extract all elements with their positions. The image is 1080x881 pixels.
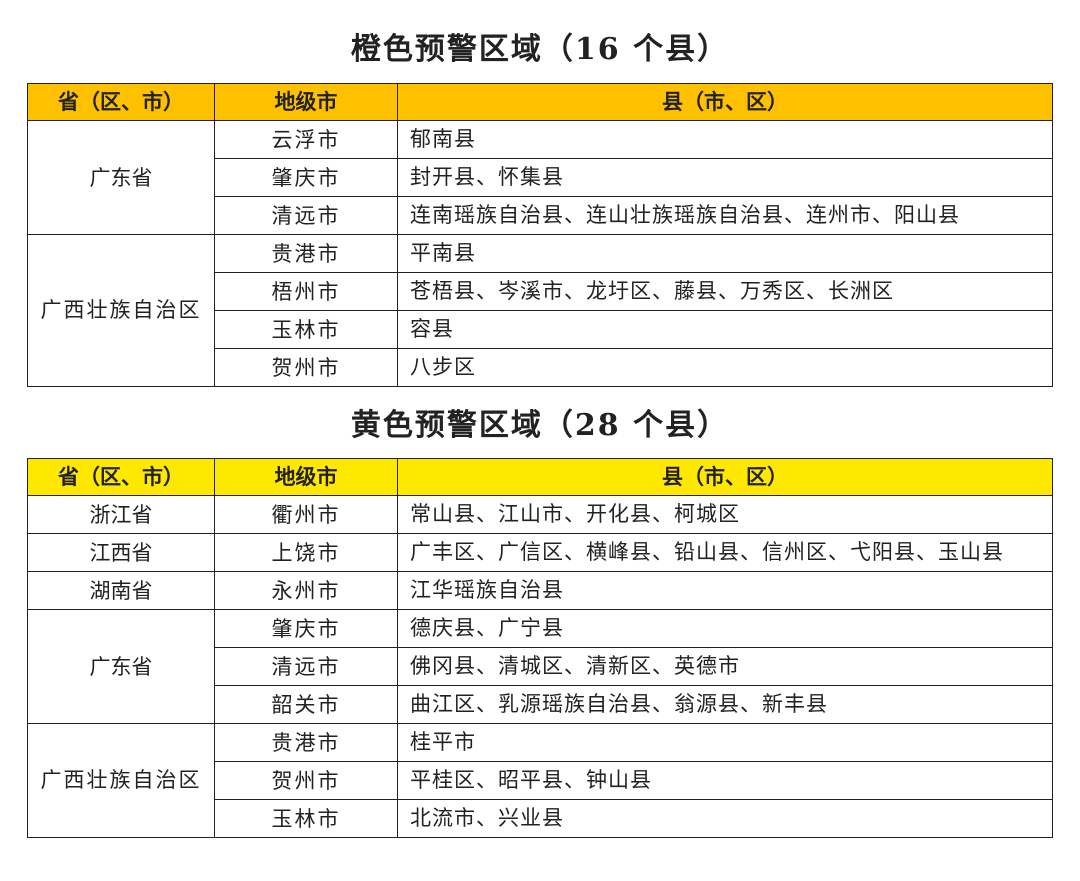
county-cell: 常山县、江山市、开化县、柯城区 [397,495,1053,534]
city-cell: 贵港市 [214,234,398,273]
county-cell: 郁南县 [397,120,1053,159]
province-cell: 广西壮族自治区 [27,723,215,838]
province-cell: 广西壮族自治区 [27,234,215,387]
county-cell: 容县 [397,310,1053,349]
county-cell: 连南瑶族自治县、连山壮族瑶族自治县、连州市、阳山县 [397,196,1053,235]
header-row: 省（区、市） 地级市 县（市、区） [27,458,1053,496]
header-province: 省（区、市） [27,458,215,496]
table-row: 江西省 上饶市 广丰区、广信区、横峰县、铅山县、信州区、弋阳县、玉山县 [27,533,1053,572]
county-cell: 广丰区、广信区、横峰县、铅山县、信州区、弋阳县、玉山县 [397,533,1053,572]
city-cell: 梧州市 [214,272,398,311]
table-row: 韶关市 曲江区、乳源瑶族自治县、翁源县、新丰县 [28,685,1053,724]
city-cell: 韶关市 [214,685,398,724]
city-cell: 贺州市 [214,761,398,800]
city-cell: 肇庆市 [214,609,398,648]
county-cell: 八步区 [397,348,1053,387]
province-cell: 广东省 [27,120,215,235]
city-cell: 衢州市 [214,495,398,534]
city-cell: 玉林市 [214,799,398,838]
header-county: 县（市、区） [397,458,1053,496]
table-row: 广西壮族自治区 贵港市 桂平市 [27,723,1053,838]
city-cell: 玉林市 [214,310,398,349]
county-cell: 桂平市 [397,723,1053,762]
county-cell: 佛冈县、清城区、清新区、英德市 [397,647,1053,686]
county-cell: 德庆县、广宁县 [397,609,1053,648]
city-cell: 贺州市 [214,348,398,387]
table-row: 清远市 佛冈县、清城区、清新区、英德市 [28,647,1053,686]
county-cell: 平桂区、昭平县、钟山县 [397,761,1053,800]
province-cell: 广东省 [27,609,215,724]
table-row: 广东省 肇庆市 德庆县、广宁县 [27,609,1053,724]
city-cell: 清远市 [214,196,398,235]
city-cell: 清远市 [214,647,398,686]
table-row: 浙江省 衢州市 常山县、江山市、开化县、柯城区 [27,495,1053,534]
table-row: 肇庆市 封开县、怀集县 [28,158,1053,197]
table-row: 湖南省 永州市 江华瑶族自治县 [27,571,1053,610]
county-cell: 封开县、怀集县 [397,158,1053,197]
city-cell: 上饶市 [214,533,398,572]
county-cell: 江华瑶族自治县 [397,571,1053,610]
header-row: 省（区、市） 地级市 县（市、区） [27,83,1053,121]
table-row: 广西壮族自治区 贵港市 平南县 [27,234,1053,387]
header-province: 省（区、市） [27,83,215,121]
header-county: 县（市、区） [397,83,1053,121]
table-row: 玉林市 北流市、兴业县 [28,799,1053,838]
city-cell: 贵港市 [214,723,398,762]
province-cell: 浙江省 [27,495,215,534]
orange-warning-table: 省（区、市） 地级市 县（市、区） 广东省 云浮市 郁南县 肇庆市 封开县、怀集县 清远市… [27,83,1053,387]
province-cell: 江西省 [27,533,215,572]
city-cell: 肇庆市 [214,158,398,197]
county-cell: 北流市、兴业县 [397,799,1053,838]
table-row: 广东省 云浮市 郁南县 [27,120,1053,235]
county-cell: 苍梧县、岑溪市、龙圩区、藤县、万秀区、长洲区 [397,272,1053,311]
orange-warning-title: 橙色预警区域（16 个县） [350,32,730,67]
city-cell: 永州市 [214,571,398,610]
header-city: 地级市 [214,83,398,121]
province-cell: 湖南省 [27,571,215,610]
yellow-warning-table: 省（区、市） 地级市 县（市、区） 浙江省 衢州市 常山县、江山市、开化县、柯城区江… [27,458,1053,838]
header-city: 地级市 [214,458,398,496]
city-cell: 云浮市 [214,120,398,159]
table-row: 贺州市 八步区 [28,348,1053,387]
county-cell: 平南县 [397,234,1053,273]
yellow-warning-title: 黄色预警区域（28 个县） [350,408,730,443]
table-row: 梧州市 苍梧县、岑溪市、龙圩区、藤县、万秀区、长洲区 [28,272,1053,311]
county-cell: 曲江区、乳源瑶族自治县、翁源县、新丰县 [397,685,1053,724]
